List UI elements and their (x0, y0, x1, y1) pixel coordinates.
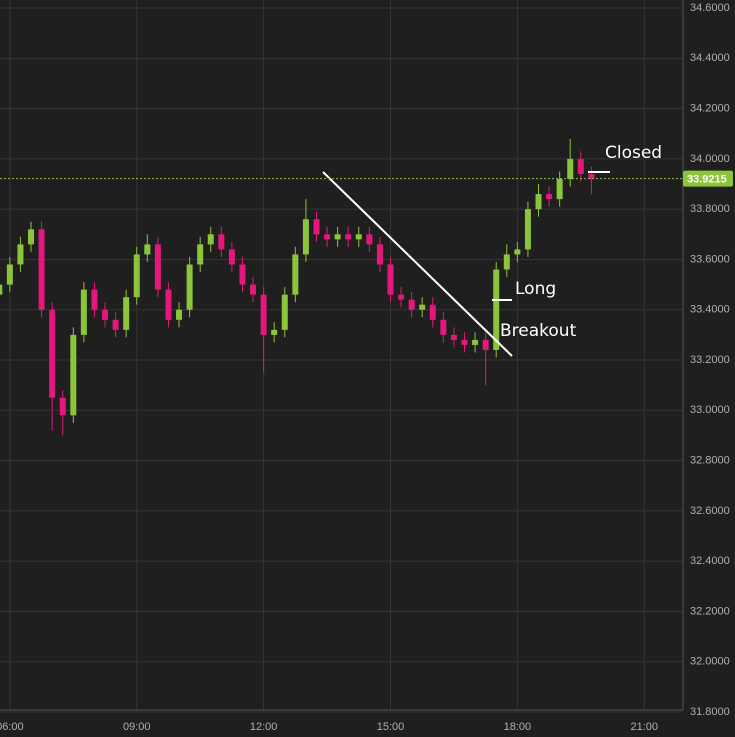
trend-line (322, 171, 513, 357)
candle-body (133, 254, 140, 298)
y-tick-label: 31.8000 (690, 706, 730, 718)
candle-body (472, 339, 479, 345)
candle-body (366, 234, 373, 245)
current-price-box (683, 170, 733, 187)
candle-body (398, 294, 405, 300)
y-tick-label: 34.0000 (690, 153, 730, 165)
candle-body (176, 309, 183, 320)
candle-body (154, 244, 161, 290)
y-tick-label: 33.8000 (690, 203, 730, 215)
y-tick-label: 32.4000 (690, 555, 730, 567)
candle-body (17, 244, 24, 265)
candle-body (6, 264, 13, 285)
candle-body (49, 309, 56, 398)
candle-body (165, 289, 172, 320)
candle-body (535, 194, 542, 210)
candle-body (260, 294, 267, 335)
candle-body (408, 299, 415, 310)
y-tick-label: 33.0000 (690, 404, 730, 416)
x-tick-label: 21:00 (630, 721, 658, 733)
y-tick-label: 33.6000 (690, 253, 730, 265)
candle-body (313, 219, 320, 235)
y-tick-label: 34.4000 (690, 52, 730, 64)
x-tick-label: 12:00 (250, 721, 278, 733)
candle-body (440, 319, 447, 335)
candle-body (59, 397, 66, 416)
candle-body (112, 319, 119, 330)
x-tick-label: 09:00 (123, 721, 151, 733)
candle-body (228, 249, 235, 265)
candle-body (450, 334, 457, 340)
y-tick-label: 32.0000 (690, 656, 730, 668)
candle-body (38, 229, 45, 310)
y-tick-label: 32.6000 (690, 505, 730, 517)
candle-body (197, 244, 204, 265)
candle-body (345, 234, 352, 240)
annotation: Breakout (500, 321, 577, 341)
y-tick-label: 34.6000 (690, 2, 730, 14)
candle-body (91, 289, 98, 310)
candle-body (334, 234, 341, 240)
candle-body (239, 264, 246, 285)
candle-body (524, 209, 531, 250)
candle-body (503, 254, 510, 270)
x-tick-label: 06:00 (0, 721, 24, 733)
candle-body (186, 264, 193, 310)
candle-body (493, 269, 500, 350)
candle-body (429, 304, 436, 320)
candle-body (302, 219, 309, 255)
candle-body (546, 194, 553, 200)
candle-body (461, 339, 468, 345)
candle-body (271, 329, 278, 335)
x-tick-label: 18:00 (504, 721, 532, 733)
candle-body (28, 229, 35, 245)
candle-body (80, 289, 87, 335)
candle-body (0, 284, 3, 295)
candle-body (292, 254, 299, 295)
candle-body (419, 304, 426, 310)
candle-body (482, 339, 489, 350)
y-tick-label: 33.4000 (690, 304, 730, 316)
candle-body (376, 244, 383, 265)
y-tick-label: 34.2000 (690, 103, 730, 115)
candle-body (556, 179, 563, 200)
candle-body (250, 284, 257, 295)
candle-body (102, 309, 109, 320)
candle-body (567, 158, 574, 180)
annotation: Closed (605, 143, 662, 163)
candle-body (387, 264, 394, 295)
current-price-label: 33.9215 (687, 174, 727, 186)
annotation: Long (515, 279, 556, 299)
candle-body (281, 294, 288, 330)
candle-body (514, 249, 521, 255)
y-tick-label: 32.2000 (690, 605, 730, 617)
candle-body (588, 173, 595, 180)
candle-body (144, 244, 151, 255)
candle-body (207, 234, 214, 245)
candle-body (324, 234, 331, 240)
x-tick-label: 15:00 (377, 721, 405, 733)
y-tick-label: 33.2000 (690, 354, 730, 366)
y-tick-label: 32.8000 (690, 454, 730, 466)
candle-body (355, 234, 362, 240)
candle-body (218, 234, 225, 250)
candle-body (577, 158, 584, 174)
candle-body (70, 334, 77, 416)
candle-body (123, 297, 130, 330)
